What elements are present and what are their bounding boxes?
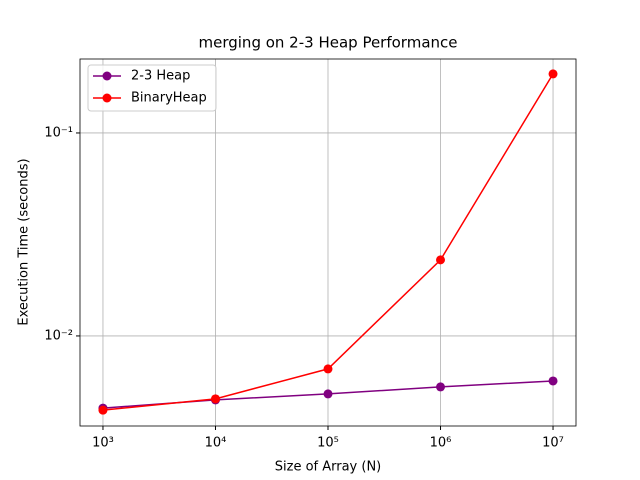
x-tick-label: 10³ bbox=[92, 436, 114, 451]
point bbox=[98, 405, 108, 415]
y-tick-label: 10⁻¹ bbox=[44, 125, 73, 140]
legend-label: BinaryHeap bbox=[131, 91, 207, 106]
point bbox=[436, 255, 446, 265]
x-tick-label: 10⁶ bbox=[430, 436, 452, 451]
chart-title: merging on 2-3 Heap Performance bbox=[199, 34, 458, 52]
y-axis-label: Execution Time (seconds) bbox=[17, 158, 32, 325]
legend-marker bbox=[102, 71, 112, 81]
x-tick-label: 10⁵ bbox=[317, 436, 339, 451]
point bbox=[436, 382, 446, 392]
point bbox=[210, 394, 220, 404]
plot-frame bbox=[79, 58, 577, 427]
x-tick-label: 10⁴ bbox=[205, 436, 227, 451]
x-tick-label: 10⁷ bbox=[542, 436, 564, 451]
legend-label: 2-3 Heap bbox=[131, 69, 190, 84]
point bbox=[323, 389, 333, 399]
point bbox=[323, 364, 333, 374]
point bbox=[548, 376, 558, 386]
x-axis-label: Size of Array (N) bbox=[275, 460, 382, 475]
y-tick-label: 10⁻² bbox=[44, 328, 73, 343]
legend-marker bbox=[102, 93, 112, 103]
point bbox=[548, 69, 558, 79]
